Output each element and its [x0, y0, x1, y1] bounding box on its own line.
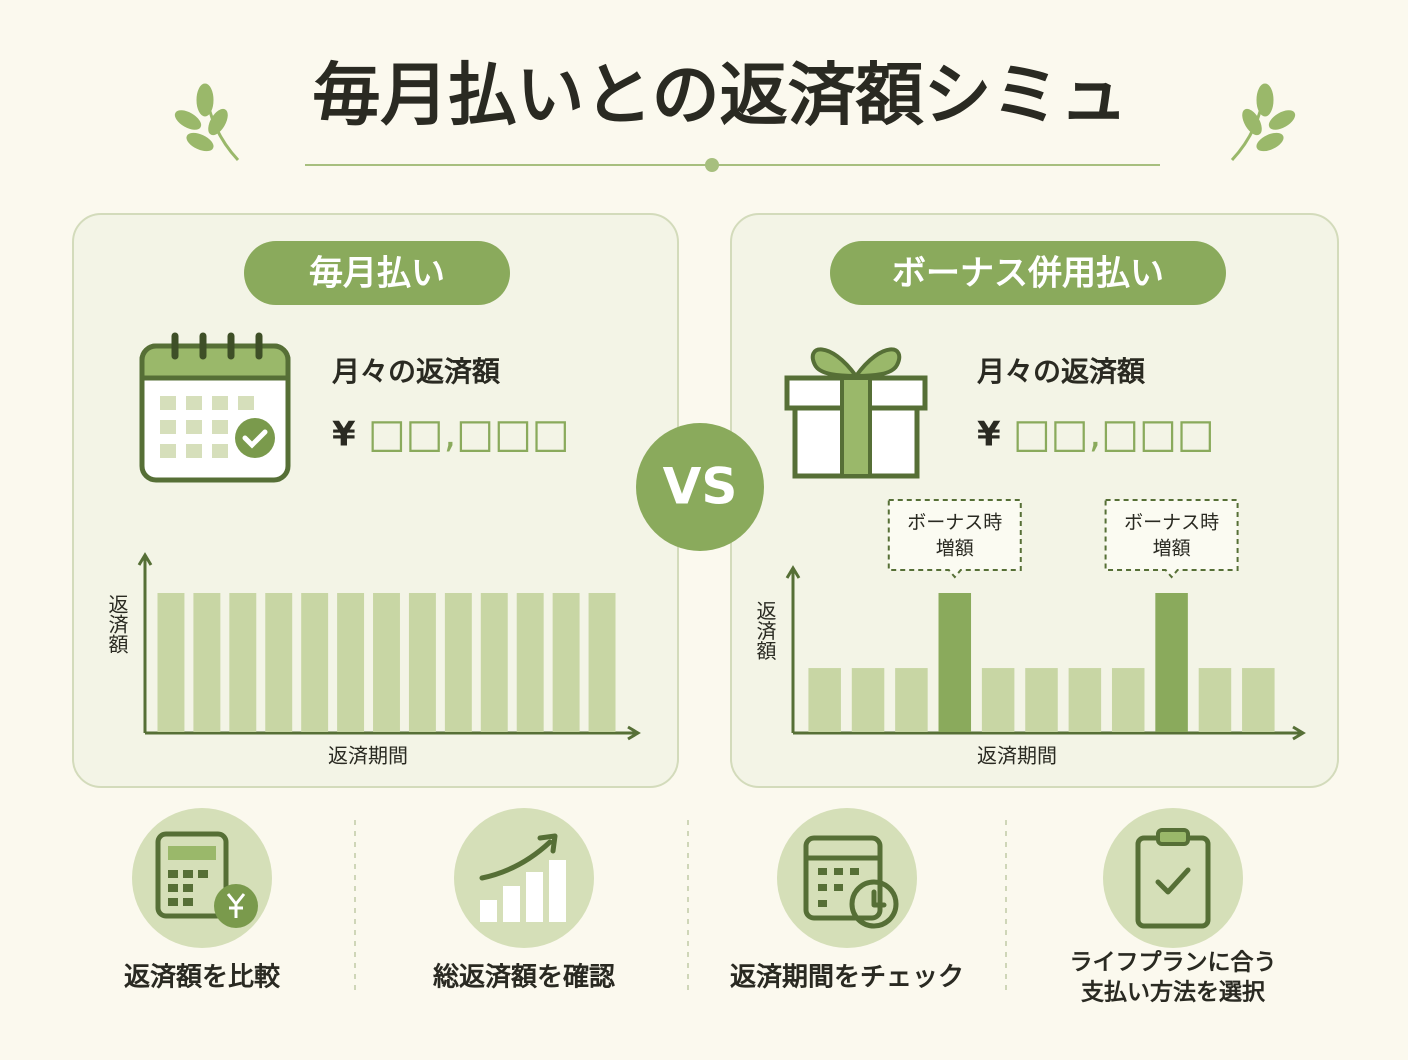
bar [265, 593, 293, 732]
amount-heading: 月々の返済額 [976, 355, 1146, 388]
amount: □□,□□□ [368, 411, 570, 457]
feature-label: ライフプランに合う [1070, 950, 1277, 976]
bar [301, 593, 329, 732]
bar [1111, 668, 1145, 732]
checklist-icon [1135, 828, 1211, 929]
bar [1068, 668, 1102, 732]
bar [1198, 668, 1232, 732]
bar [373, 593, 400, 732]
bar [895, 668, 928, 732]
x-axis-label: 返済期間 [328, 744, 408, 768]
x-axis [145, 725, 641, 741]
feature-label: 返済期間をチェック [730, 963, 964, 993]
title: 毎月払いとの返済額シミュ [312, 57, 1127, 136]
divider-dot [705, 158, 719, 172]
x-axis-label: 返済期間 [977, 744, 1057, 768]
feature-label: 返済額を比較 [124, 962, 281, 993]
y-axis [137, 552, 153, 733]
callout-box [1104, 499, 1239, 579]
bar [157, 593, 185, 732]
callout-text: 増額 [936, 538, 974, 560]
bar [444, 593, 472, 732]
callout-text: 増額 [1153, 538, 1191, 560]
bar [480, 593, 508, 732]
growth-icon [479, 833, 566, 922]
feature-circle [777, 808, 917, 948]
bar [1242, 668, 1275, 732]
x-axis [793, 725, 1306, 741]
currency: ¥ [332, 415, 356, 455]
panel-label: ボーナス併用払い [892, 254, 1164, 294]
amount: □□,□□□ [1013, 411, 1215, 457]
panel-pill [830, 241, 1226, 305]
feature-label: 支払い方法を選択 [1081, 979, 1266, 1006]
gift-icon [784, 347, 928, 479]
panel-pill [244, 241, 510, 305]
callout-box [887, 499, 1022, 579]
bar [229, 593, 257, 732]
bar [1155, 593, 1188, 732]
bar [1025, 668, 1058, 732]
callout-text: ボーナス時 [1124, 512, 1219, 534]
bar [938, 593, 972, 732]
panel-label: 毎月払い [309, 254, 445, 294]
amount-heading: 月々の返済額 [331, 355, 501, 388]
separators [354, 820, 1007, 992]
bar [193, 593, 221, 732]
feature-label: 総返済額を確認 [433, 962, 615, 993]
bar [851, 668, 885, 732]
calendar-icon [139, 332, 291, 483]
leaf-left [174, 83, 240, 162]
vs-badge [636, 423, 764, 551]
bar [808, 668, 841, 732]
vs-text: VS [663, 458, 738, 516]
y-axis-label: 返済額 [105, 594, 129, 654]
schedule-icon [803, 835, 899, 929]
bar [337, 593, 365, 732]
bar [588, 593, 616, 732]
y-axis-label: 返済額 [753, 601, 777, 661]
bar [408, 593, 436, 732]
y-axis [785, 565, 801, 733]
calculator-icon [155, 831, 258, 928]
leaf-right [1230, 83, 1296, 162]
currency: ¥ [977, 415, 1001, 455]
feature-circle [454, 808, 594, 948]
bar [516, 593, 544, 732]
callout-text: ボーナス時 [907, 512, 1002, 534]
bar [552, 593, 580, 732]
bar [981, 668, 1015, 732]
